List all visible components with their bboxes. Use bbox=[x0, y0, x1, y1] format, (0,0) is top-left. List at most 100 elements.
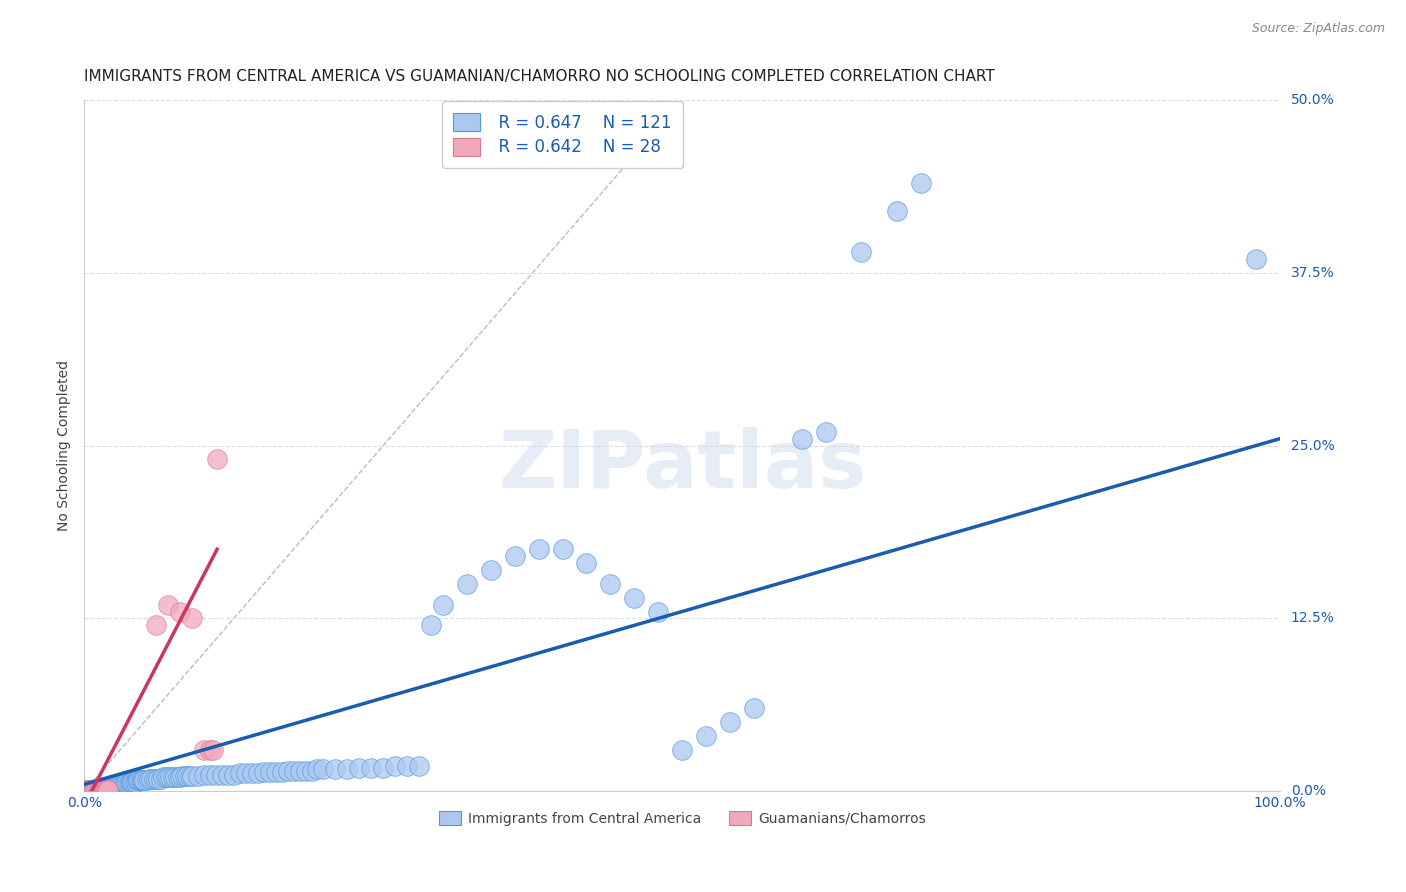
Point bbox=[169, 771, 191, 785]
Point bbox=[1244, 252, 1267, 266]
Point bbox=[79, 783, 101, 797]
Point bbox=[179, 769, 201, 783]
Point bbox=[246, 766, 269, 780]
Point bbox=[270, 764, 292, 779]
Point bbox=[456, 577, 478, 591]
Point bbox=[127, 773, 149, 788]
Point bbox=[84, 783, 107, 797]
Point bbox=[86, 783, 108, 797]
Text: 50.0%: 50.0% bbox=[1291, 93, 1334, 107]
Point bbox=[135, 773, 157, 788]
Point bbox=[83, 783, 105, 797]
Point bbox=[121, 774, 143, 789]
Point bbox=[86, 783, 108, 797]
Point bbox=[259, 764, 281, 779]
Point bbox=[283, 764, 305, 778]
Point bbox=[110, 777, 132, 791]
Point bbox=[80, 783, 103, 797]
Point bbox=[129, 773, 152, 788]
Point bbox=[104, 779, 127, 793]
Point bbox=[349, 761, 371, 775]
Point bbox=[198, 767, 221, 781]
Point bbox=[145, 618, 167, 632]
Point bbox=[77, 783, 100, 797]
Point bbox=[149, 772, 172, 786]
Point bbox=[75, 783, 97, 797]
Point bbox=[118, 774, 141, 789]
Point bbox=[307, 762, 329, 776]
Point bbox=[396, 759, 419, 773]
Point bbox=[176, 769, 198, 783]
Point bbox=[503, 549, 526, 564]
Point bbox=[599, 577, 621, 591]
Point bbox=[90, 783, 112, 797]
Point bbox=[94, 780, 117, 794]
Point bbox=[86, 781, 108, 796]
Point bbox=[105, 777, 128, 791]
Point bbox=[157, 771, 180, 785]
Point bbox=[97, 783, 120, 797]
Point bbox=[103, 779, 125, 793]
Point bbox=[94, 783, 117, 797]
Text: ZIPatlas: ZIPatlas bbox=[498, 427, 866, 506]
Point bbox=[575, 556, 598, 570]
Point bbox=[166, 771, 188, 785]
Point bbox=[551, 542, 574, 557]
Point bbox=[76, 783, 98, 797]
Point bbox=[235, 766, 257, 780]
Point bbox=[98, 780, 121, 794]
Point bbox=[128, 773, 150, 788]
Point bbox=[125, 774, 148, 789]
Point bbox=[408, 759, 430, 773]
Point bbox=[111, 776, 134, 790]
Point bbox=[169, 605, 191, 619]
Point bbox=[790, 432, 813, 446]
Point bbox=[117, 776, 139, 790]
Point bbox=[181, 769, 204, 783]
Point bbox=[240, 766, 263, 780]
Point bbox=[152, 771, 174, 785]
Point bbox=[623, 591, 645, 605]
Legend: Immigrants from Central America, Guamanians/Chamorros: Immigrants from Central America, Guamani… bbox=[432, 804, 932, 833]
Point bbox=[89, 783, 111, 797]
Point bbox=[205, 452, 228, 467]
Point bbox=[173, 769, 195, 783]
Point bbox=[87, 781, 110, 796]
Point bbox=[527, 542, 550, 557]
Point bbox=[125, 773, 148, 788]
Point bbox=[814, 425, 837, 439]
Point bbox=[77, 783, 100, 797]
Text: 12.5%: 12.5% bbox=[1291, 611, 1334, 625]
Point bbox=[384, 759, 406, 773]
Point bbox=[108, 777, 131, 791]
Point bbox=[671, 743, 693, 757]
Point bbox=[145, 772, 167, 786]
Point bbox=[742, 701, 765, 715]
Point bbox=[373, 761, 395, 775]
Point bbox=[90, 781, 112, 796]
Point bbox=[93, 783, 115, 797]
Point bbox=[93, 783, 115, 797]
Point bbox=[277, 764, 299, 778]
Point bbox=[132, 773, 155, 788]
Point bbox=[77, 783, 100, 797]
Point bbox=[162, 771, 184, 785]
Point bbox=[91, 781, 114, 796]
Point bbox=[420, 618, 443, 632]
Point bbox=[851, 245, 873, 260]
Point bbox=[122, 774, 145, 789]
Text: 25.0%: 25.0% bbox=[1291, 439, 1334, 452]
Point bbox=[96, 780, 118, 794]
Point bbox=[155, 771, 177, 785]
Point bbox=[120, 774, 142, 789]
Point bbox=[718, 715, 741, 730]
Point bbox=[86, 781, 108, 796]
Point bbox=[187, 769, 209, 783]
Point bbox=[202, 743, 225, 757]
Point bbox=[165, 771, 187, 785]
Point bbox=[910, 176, 932, 190]
Point bbox=[115, 776, 138, 790]
Point bbox=[148, 772, 170, 786]
Point bbox=[142, 772, 165, 786]
Point bbox=[294, 764, 316, 778]
